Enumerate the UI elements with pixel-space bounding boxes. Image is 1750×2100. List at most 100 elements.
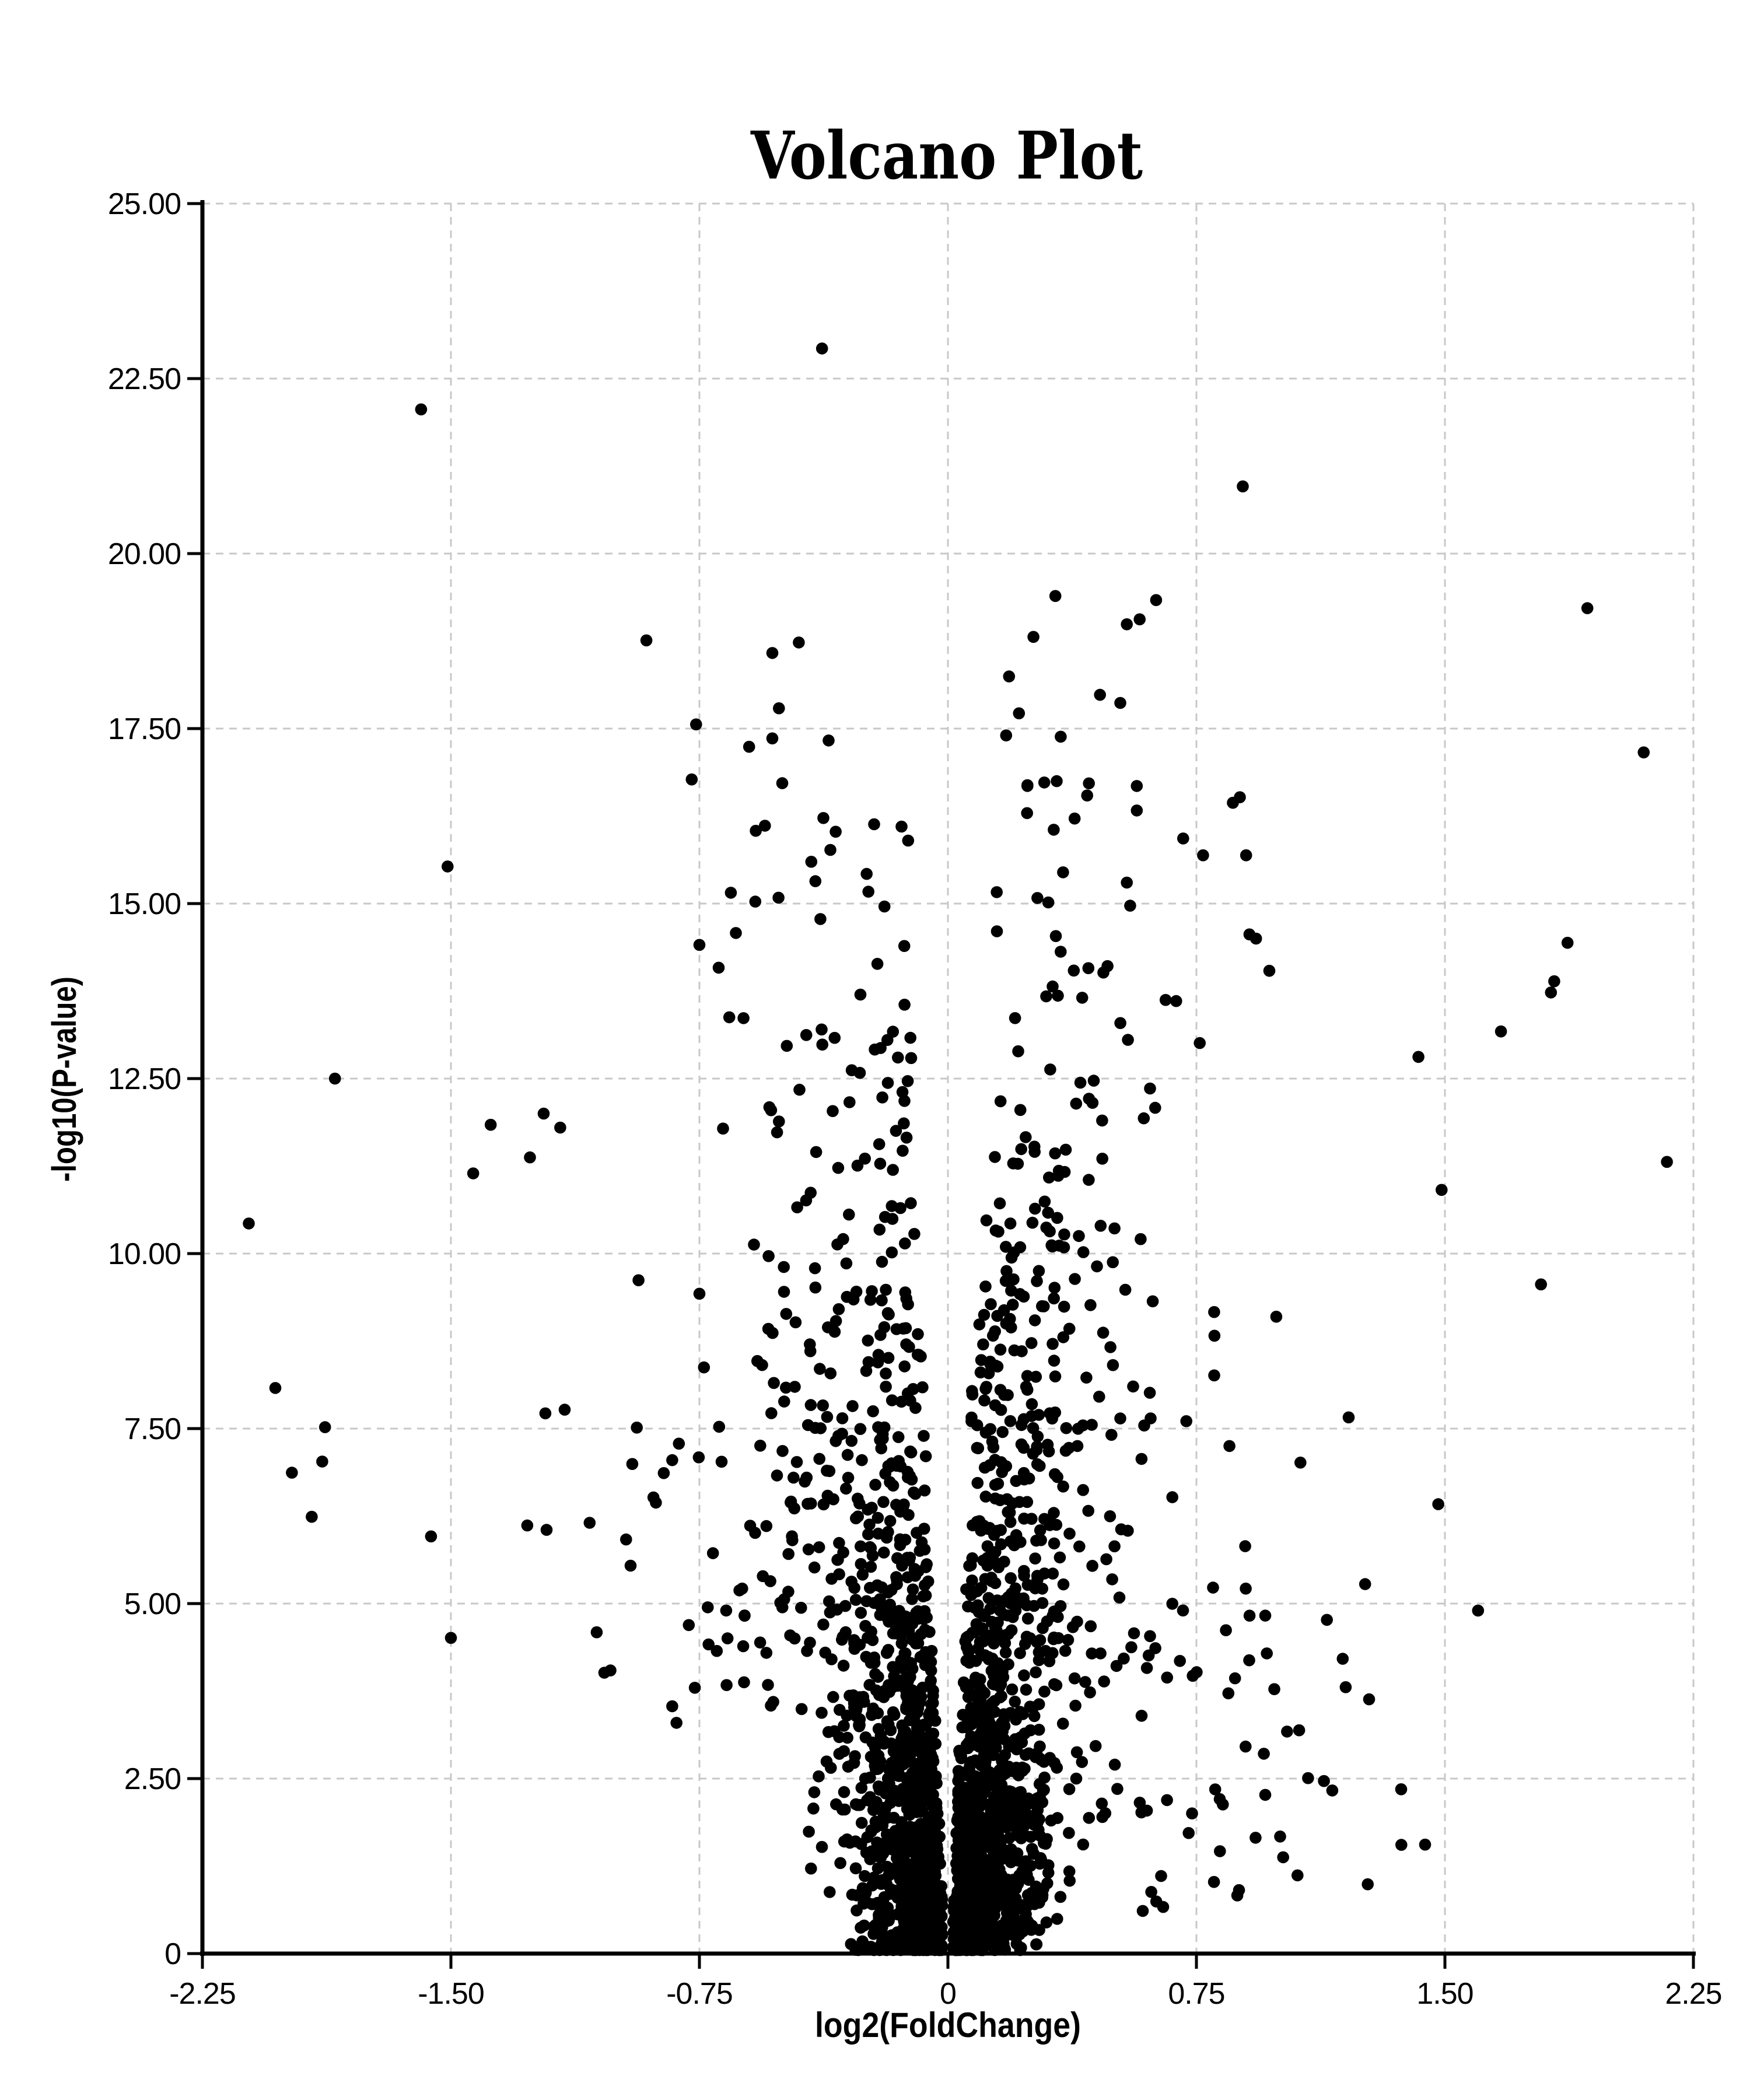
data-point xyxy=(904,1821,916,1833)
data-point xyxy=(1121,876,1133,889)
data-point xyxy=(862,1528,874,1541)
data-point xyxy=(1030,1938,1042,1951)
data-point xyxy=(1240,1740,1252,1753)
data-point xyxy=(1087,1074,1100,1087)
data-point xyxy=(1339,1681,1352,1693)
data-point xyxy=(1032,1724,1045,1736)
data-point xyxy=(1042,1206,1054,1219)
data-point xyxy=(989,1577,1002,1590)
x-tick-label: -1.50 xyxy=(418,1977,484,2011)
data-point xyxy=(898,940,911,952)
data-point xyxy=(853,1691,866,1703)
data-point xyxy=(1076,992,1088,1004)
data-point xyxy=(1044,1225,1056,1238)
data-point xyxy=(1030,1666,1042,1679)
data-point xyxy=(789,1381,801,1393)
data-point xyxy=(1033,1778,1046,1790)
data-point xyxy=(895,1662,908,1674)
data-point xyxy=(1014,1801,1027,1814)
data-point xyxy=(1027,1847,1040,1860)
data-point xyxy=(1214,1845,1226,1857)
x-tick-label: -0.75 xyxy=(666,1977,733,2011)
data-point xyxy=(846,1400,859,1412)
data-point xyxy=(484,1118,497,1131)
data-point xyxy=(921,1882,933,1894)
data-point xyxy=(782,1548,794,1560)
data-point xyxy=(845,1576,858,1588)
data-point xyxy=(905,1052,918,1065)
data-point xyxy=(1009,1012,1021,1024)
data-point xyxy=(698,1361,710,1374)
data-point xyxy=(754,1440,766,1452)
data-point xyxy=(989,1224,1002,1237)
data-point xyxy=(862,1503,874,1516)
data-point xyxy=(1277,1851,1289,1864)
data-point xyxy=(975,1705,988,1718)
gridlines xyxy=(202,202,1695,1954)
data-point xyxy=(1419,1838,1432,1851)
data-point xyxy=(977,1338,989,1350)
data-point xyxy=(771,1126,783,1139)
data-point xyxy=(880,1647,893,1659)
data-point xyxy=(713,1420,726,1433)
data-point xyxy=(1026,1410,1038,1422)
data-point xyxy=(900,1701,912,1713)
data-point xyxy=(836,1633,848,1646)
data-point xyxy=(905,1446,918,1459)
data-point xyxy=(750,824,762,837)
data-point xyxy=(972,1599,984,1612)
data-point xyxy=(991,1360,1004,1373)
data-point xyxy=(816,1023,828,1036)
data-point xyxy=(982,1713,995,1726)
data-point xyxy=(890,1125,902,1137)
data-point xyxy=(989,1151,1001,1163)
data-point xyxy=(845,1434,858,1447)
data-point xyxy=(1321,1614,1333,1626)
data-point xyxy=(1661,1156,1673,1168)
data-point xyxy=(816,342,828,355)
data-point xyxy=(1174,1655,1186,1667)
plot-title: Volcano Plot xyxy=(750,118,1143,194)
data-point xyxy=(947,1916,960,1928)
data-point xyxy=(1013,707,1026,720)
data-point xyxy=(598,1667,611,1679)
data-point xyxy=(1097,1326,1110,1339)
data-point xyxy=(909,1882,922,1895)
data-point xyxy=(1128,1627,1140,1640)
data-point xyxy=(833,1731,845,1744)
data-point xyxy=(702,1638,715,1651)
data-point xyxy=(865,1625,877,1638)
data-point xyxy=(1096,1114,1108,1127)
data-point xyxy=(1046,1567,1059,1580)
data-point xyxy=(1239,1540,1251,1552)
data-point xyxy=(843,1208,855,1221)
data-point xyxy=(692,1451,705,1464)
data-point xyxy=(876,1255,888,1268)
y-tick-label: 12.50 xyxy=(108,1062,181,1096)
data-point xyxy=(760,1647,773,1659)
data-point xyxy=(887,1164,899,1176)
data-point xyxy=(979,1426,992,1439)
data-point xyxy=(1105,1429,1118,1441)
data-point xyxy=(879,1787,892,1800)
data-point xyxy=(1063,1322,1076,1335)
data-point xyxy=(1036,1891,1049,1903)
data-point xyxy=(914,1696,926,1709)
data-point xyxy=(985,1697,998,1710)
data-point xyxy=(996,1755,1008,1768)
data-point xyxy=(1070,1772,1083,1785)
data-point xyxy=(1362,1878,1374,1891)
data-point xyxy=(955,1749,967,1762)
data-point xyxy=(1043,1171,1055,1184)
data-point xyxy=(724,887,737,899)
data-point xyxy=(856,1454,868,1466)
data-point xyxy=(987,1441,1000,1454)
data-point xyxy=(924,1829,936,1842)
data-point xyxy=(894,1460,907,1473)
data-point xyxy=(1150,1895,1163,1908)
data-point xyxy=(935,1880,947,1892)
data-point xyxy=(1213,1793,1226,1805)
data-point xyxy=(1170,995,1182,1007)
data-point xyxy=(989,1454,1002,1466)
data-point xyxy=(766,647,779,659)
